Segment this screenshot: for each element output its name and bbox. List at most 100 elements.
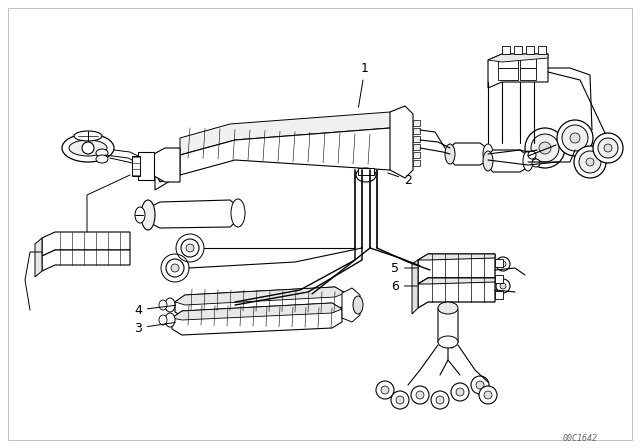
Bar [520,56,536,68]
Ellipse shape [593,133,623,163]
Polygon shape [155,155,180,182]
Bar [520,68,536,80]
Ellipse shape [96,155,108,163]
Ellipse shape [562,125,588,151]
Ellipse shape [411,386,429,404]
Ellipse shape [416,391,424,399]
Ellipse shape [528,151,536,159]
Bar [538,46,546,54]
Polygon shape [172,303,342,335]
Bar [413,152,420,158]
Ellipse shape [604,144,612,152]
Text: 3: 3 [134,322,175,335]
Ellipse shape [82,142,94,154]
Bar [413,160,420,166]
Ellipse shape [557,120,593,156]
Bar [498,68,518,80]
Bar [413,144,420,150]
Ellipse shape [523,151,533,171]
Ellipse shape [525,128,565,168]
Ellipse shape [451,383,469,401]
Polygon shape [180,112,398,155]
Ellipse shape [171,264,179,272]
Ellipse shape [231,199,245,227]
Bar [495,291,503,299]
Ellipse shape [436,396,444,404]
Polygon shape [488,54,548,88]
Bar [526,46,534,54]
Ellipse shape [181,239,199,257]
Ellipse shape [135,207,145,223]
Ellipse shape [500,283,506,289]
Bar [413,120,420,126]
Text: 6: 6 [391,280,417,293]
Ellipse shape [356,168,376,182]
Ellipse shape [353,296,363,314]
Ellipse shape [438,302,458,314]
Ellipse shape [483,151,493,171]
Polygon shape [42,250,130,271]
Ellipse shape [476,381,484,389]
Ellipse shape [456,388,464,396]
Ellipse shape [598,138,618,158]
Ellipse shape [159,300,167,310]
Ellipse shape [376,381,394,399]
Polygon shape [152,148,180,182]
Bar [498,56,518,68]
Ellipse shape [483,144,493,164]
Ellipse shape [62,134,114,162]
Ellipse shape [141,200,155,230]
Polygon shape [418,254,495,260]
Polygon shape [488,150,528,172]
Bar [358,168,374,175]
Polygon shape [175,287,345,318]
Ellipse shape [471,376,489,394]
Polygon shape [488,54,548,62]
Ellipse shape [479,386,497,404]
Polygon shape [148,200,238,228]
Ellipse shape [159,315,167,325]
Ellipse shape [539,142,551,154]
Ellipse shape [531,134,559,162]
Ellipse shape [69,140,107,156]
Ellipse shape [574,146,606,178]
Polygon shape [390,106,413,178]
Text: 1: 1 [358,61,369,107]
Ellipse shape [396,396,404,404]
Polygon shape [450,143,488,165]
Ellipse shape [391,391,409,409]
Ellipse shape [166,259,184,277]
Ellipse shape [570,133,580,143]
Ellipse shape [445,144,455,164]
Polygon shape [418,278,495,308]
Polygon shape [35,238,42,277]
Polygon shape [438,302,458,348]
Ellipse shape [438,336,458,348]
Bar [132,156,140,176]
Text: 2: 2 [388,173,412,186]
Bar [514,46,522,54]
Ellipse shape [496,279,510,293]
Polygon shape [342,288,360,322]
Ellipse shape [579,151,601,173]
Ellipse shape [496,257,510,271]
Bar [502,46,510,54]
Ellipse shape [532,159,540,167]
Bar [495,275,503,283]
Polygon shape [418,254,495,284]
Text: 4: 4 [134,303,175,316]
Bar [138,152,154,180]
Text: 5: 5 [391,262,417,275]
Polygon shape [155,128,398,190]
Ellipse shape [381,386,389,394]
Ellipse shape [165,313,175,327]
Bar [495,259,503,267]
Polygon shape [418,278,495,284]
Ellipse shape [484,391,492,399]
Ellipse shape [165,298,175,312]
Polygon shape [175,287,345,305]
Ellipse shape [186,244,194,252]
Polygon shape [172,303,342,320]
Ellipse shape [500,261,506,267]
Ellipse shape [586,158,594,166]
